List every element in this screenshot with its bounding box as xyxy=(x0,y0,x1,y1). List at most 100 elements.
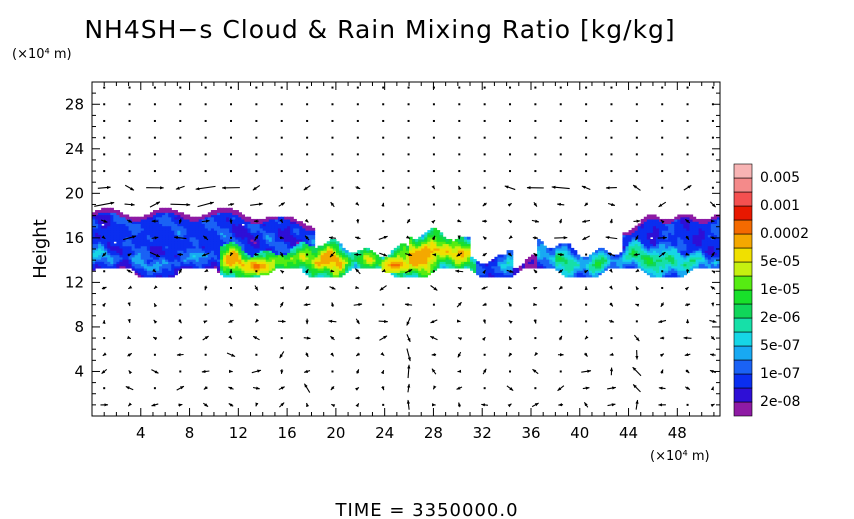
cloud-cell xyxy=(186,265,191,269)
cloud-cell xyxy=(308,254,313,258)
wind-vector xyxy=(483,103,486,106)
cloud-cell xyxy=(101,227,105,231)
cloud-cell xyxy=(659,256,663,260)
cloud-cell xyxy=(561,259,566,262)
cloud-cell xyxy=(695,250,700,253)
cloud-cell xyxy=(686,227,691,231)
cloud-cell xyxy=(244,241,249,245)
cloud-cell xyxy=(171,254,175,258)
colorbar-label: 2e-06 xyxy=(760,310,800,326)
cloud-cell xyxy=(104,212,108,216)
wind-vector xyxy=(127,352,132,357)
wind-vector xyxy=(306,203,309,206)
cloud-cell xyxy=(451,263,456,267)
cloud-cell xyxy=(640,234,645,238)
wind-vector xyxy=(455,269,464,273)
cloud-cell xyxy=(393,263,398,267)
y-tick-label: 16 xyxy=(65,229,84,247)
cloud-cell xyxy=(680,261,685,265)
cloud-cell xyxy=(323,247,328,251)
cloud-cell xyxy=(165,227,169,231)
cloud-cell xyxy=(591,267,596,271)
cloud-cell xyxy=(277,261,282,265)
cloud-cell xyxy=(128,243,133,247)
cloud-cell xyxy=(445,254,450,258)
cloud-cell xyxy=(412,247,416,251)
cloud-cell xyxy=(95,247,99,251)
wind-vector xyxy=(204,136,207,139)
cloud-cell xyxy=(177,212,182,216)
wind-vector xyxy=(101,235,106,240)
cloud-cell xyxy=(424,265,428,269)
cloud-cell xyxy=(299,238,303,242)
cloud-cell xyxy=(180,234,185,238)
cloud-cell xyxy=(616,263,620,267)
cloud-cell xyxy=(165,245,169,249)
wind-vector xyxy=(508,302,513,307)
cloud-cell xyxy=(125,263,130,267)
cloud-cell xyxy=(241,272,246,276)
cloud-cell xyxy=(424,270,428,273)
cloud-cell xyxy=(442,241,447,245)
wind-vector xyxy=(381,202,385,207)
cloud-cell xyxy=(363,252,367,256)
wind-vector xyxy=(709,353,716,357)
colorbar-swatch xyxy=(733,345,753,361)
cloud-cell xyxy=(122,254,127,258)
cloud-cell xyxy=(149,272,154,276)
cloud-cell xyxy=(655,218,660,222)
cloud-cell xyxy=(235,252,239,256)
wind-vector xyxy=(103,170,106,173)
cloud-cell xyxy=(116,256,121,260)
cloud-cell xyxy=(189,236,194,240)
cloud-cell xyxy=(655,274,660,278)
cloud-cell xyxy=(613,261,617,265)
cloud-cell xyxy=(146,216,151,220)
cloud-cell xyxy=(271,263,276,267)
cloud-cell xyxy=(213,212,218,216)
cloud-cell xyxy=(476,261,480,265)
cloud-cell xyxy=(363,247,367,251)
cloud-cell xyxy=(207,230,212,233)
cloud-cell xyxy=(195,261,200,265)
wind-vector xyxy=(534,103,537,106)
cloud-cell xyxy=(232,214,236,218)
cloud-cell xyxy=(107,254,111,258)
cloud-cell xyxy=(713,234,718,238)
cloud-cell xyxy=(402,245,407,249)
cloud-cell xyxy=(189,232,194,236)
cloud-cell xyxy=(165,256,169,260)
cloud-cell xyxy=(659,247,663,251)
cloud-cell xyxy=(680,252,685,256)
cloud-cell xyxy=(95,243,99,247)
cloud-cell xyxy=(460,247,465,251)
cloud-cell xyxy=(216,227,221,231)
cloud-cell xyxy=(655,234,660,238)
cloud-cell xyxy=(399,270,404,273)
cloud-cell xyxy=(146,256,151,260)
cloud-cell xyxy=(320,263,325,267)
cloud-cell xyxy=(668,230,672,233)
wind-vector xyxy=(581,219,591,223)
wind-vector xyxy=(103,136,106,139)
cloud-cell xyxy=(284,223,288,227)
cloud-cell xyxy=(207,265,212,269)
cloud-cell xyxy=(171,250,175,253)
wind-vector xyxy=(203,235,209,241)
cloud-cell xyxy=(149,227,154,231)
cloud-cell xyxy=(463,236,468,240)
cloud-cell xyxy=(341,267,346,271)
cloud-cell xyxy=(393,247,398,251)
cloud-cell xyxy=(671,245,675,249)
cloud-cell xyxy=(204,225,209,229)
cloud-cell xyxy=(174,223,178,227)
cloud-cell xyxy=(262,256,267,260)
wind-vector xyxy=(279,218,284,224)
cloud-cell xyxy=(198,256,203,260)
cloud-cell xyxy=(189,216,194,220)
cloud-cell xyxy=(149,256,154,260)
cloud-cell xyxy=(409,238,413,242)
wind-vector xyxy=(458,103,461,106)
cloud-cell xyxy=(662,270,666,273)
cloud-cell xyxy=(223,221,227,224)
